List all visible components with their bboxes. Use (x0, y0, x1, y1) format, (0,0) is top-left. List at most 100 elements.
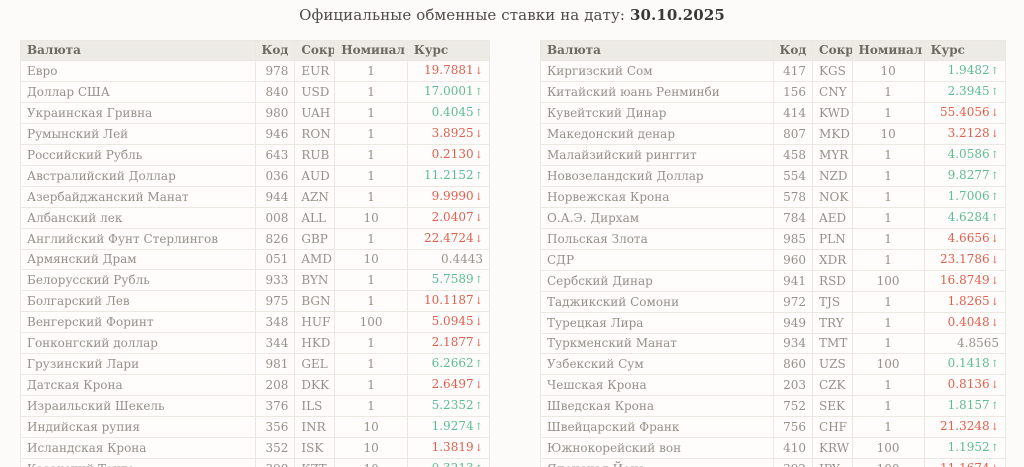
rate-value: 9.8277 (947, 168, 990, 182)
currency-code-cell: 980 (254, 102, 296, 124)
trend-down-icon: ↓ (474, 443, 483, 454)
trend-up-icon: ↑ (990, 213, 999, 224)
nominal-cell: 1 (851, 144, 925, 166)
rate-value: 1.3819 (431, 440, 474, 454)
nominal-cell: 10 (851, 60, 925, 82)
nominal-cell: 1 (334, 269, 408, 291)
trend-up-icon: ↑ (474, 401, 483, 412)
currency-abbr-cell: AMD (294, 249, 336, 270)
currency-code-cell: 975 (254, 290, 296, 312)
table-row: Датская Крона 208 DKK 1 2.6497↓ (20, 374, 491, 396)
currency-abbr-cell: MYR (812, 144, 853, 166)
rate-value: 0.4048 (947, 315, 990, 329)
rate-cell: 55.4056↓ (923, 102, 1007, 124)
currency-name-cell: Исландская Крона (20, 437, 256, 459)
currency-code-cell: 826 (254, 228, 296, 250)
rate-cell: 19.7881↓ (406, 60, 491, 82)
rate-cell: 5.7589↑ (406, 269, 491, 291)
table-row: Румынский Лей 946 RON 1 3.8925↓ (20, 123, 491, 145)
currency-abbr-cell: BGN (294, 290, 336, 312)
currency-code-cell: 344 (254, 332, 296, 354)
currency-code-cell: 414 (772, 102, 814, 124)
currency-name-cell: Китайский юань Ренминби (540, 81, 774, 103)
rate-cell: 10.1187↓ (406, 290, 491, 312)
currency-abbr-cell: XDR (812, 249, 853, 271)
trend-up-icon: ↑ (990, 401, 999, 412)
currency-code-cell: 643 (254, 144, 296, 166)
currency-name-cell: Армянский Драм (20, 249, 256, 270)
currency-abbr-cell: RSD (812, 270, 853, 292)
currency-code-cell: 960 (772, 249, 814, 271)
rate-value: 2.1877 (431, 335, 474, 349)
currency-code-cell: 458 (772, 144, 814, 166)
rate-cell: 21.3248↓ (923, 416, 1007, 438)
nominal-cell: 100 (851, 353, 925, 375)
rate-value: 4.0586 (947, 147, 990, 161)
table-row: Доллар США 840 USD 1 17.0001↑ (20, 81, 491, 103)
rate-cell: 0.4048↓ (923, 312, 1007, 334)
table-row: Казахский Тенге398KZT100.3213↑ (20, 458, 491, 467)
trend-up-icon: ↑ (474, 171, 483, 182)
currency-code-cell: 933 (254, 269, 296, 291)
nominal-cell: 1 (334, 374, 408, 396)
rate-cell: 5.2352↑ (406, 395, 491, 417)
header-rate: Курс (406, 40, 491, 61)
currency-name-cell: Чешская Крона (540, 374, 774, 396)
currency-name-cell: Румынский Лей (20, 123, 256, 145)
currency-code-cell: 941 (772, 270, 814, 292)
trend-up-icon: ↑ (474, 275, 483, 286)
currency-abbr-cell: AED (812, 207, 853, 229)
table-row: Швейцарский Франк 756 CHF 1 21.3248↓ (540, 416, 1007, 438)
currency-name-cell: Южнокорейский вон (540, 437, 774, 459)
currency-code-cell: 348 (254, 311, 296, 333)
nominal-cell: 1 (851, 81, 925, 103)
trend-down-icon: ↓ (990, 234, 999, 245)
table-row: Австралийский Доллар 036 AUD 1 11.2152↑ (20, 165, 491, 187)
nominal-cell: 1 (851, 186, 925, 208)
table-row: Южнокорейский вон 410 KRW 100 1.1952↑ (540, 437, 1007, 459)
rate-cell: 1.7006↑ (923, 186, 1007, 208)
rate-value: 9.9990 (431, 189, 474, 203)
table-row: Болгарский Лев 975 BGN 1 10.1187↓ (20, 290, 491, 312)
trend-down-icon: ↓ (990, 318, 999, 329)
page-title: Официальные обменные ставки на дату: 30.… (0, 6, 1024, 24)
currency-name-cell: Японская Йена (540, 458, 774, 467)
rate-cell: 2.1877↓ (406, 332, 491, 354)
currency-code-cell: 944 (254, 186, 296, 208)
currency-code-cell: 985 (772, 228, 814, 250)
currency-name-cell: Македонский денар (540, 123, 774, 145)
rate-cell: 23.1786↓ (923, 249, 1007, 271)
trend-up-icon: ↑ (990, 192, 999, 203)
trend-down-icon: ↓ (474, 234, 483, 245)
nominal-cell: 10 (334, 458, 408, 467)
currency-code-cell: 376 (254, 395, 296, 417)
currency-abbr-cell: NZD (812, 165, 853, 187)
currency-abbr-cell: KGS (812, 60, 853, 82)
rate-value: 0.8136 (947, 377, 990, 391)
table-header-row: Валюта Код Сокр Номинал Курс (540, 40, 1007, 61)
currency-abbr-cell: MKD (812, 123, 853, 145)
nominal-cell: 10 (334, 437, 408, 459)
nominal-cell: 1 (851, 291, 925, 313)
currency-code-cell: 972 (772, 291, 814, 313)
trend-down-icon: ↓ (474, 317, 483, 328)
header-code: Код (254, 40, 296, 61)
currency-name-cell: Туркменский Манат (540, 333, 774, 354)
rate-cell: 1.3819↓ (406, 437, 491, 459)
currency-abbr-cell: TMT (812, 333, 853, 354)
trend-down-icon: ↓ (990, 380, 999, 391)
table-row: Израильский Шекель 376 ILS 1 5.2352↑ (20, 395, 491, 417)
currency-name-cell: Новозеландский Доллар (540, 165, 774, 187)
rate-value: 2.6497 (431, 377, 474, 391)
rate-cell: 11.2152↑ (406, 165, 491, 187)
currency-abbr-cell: UAH (294, 102, 336, 124)
currency-abbr-cell: ILS (294, 395, 336, 417)
currency-abbr-cell: TJS (812, 291, 853, 313)
nominal-cell: 100 (851, 458, 925, 467)
currency-abbr-cell: GBP (294, 228, 336, 250)
page-title-date: 30.10.2025 (629, 6, 725, 24)
rate-cell: 0.1418↑ (923, 353, 1007, 375)
table-row: Венгерский Форинт 348 HUF 100 5.0945↓ (20, 311, 491, 333)
table-row: О.А.Э. Дирхам 784 AED 1 4.6284↑ (540, 207, 1007, 229)
